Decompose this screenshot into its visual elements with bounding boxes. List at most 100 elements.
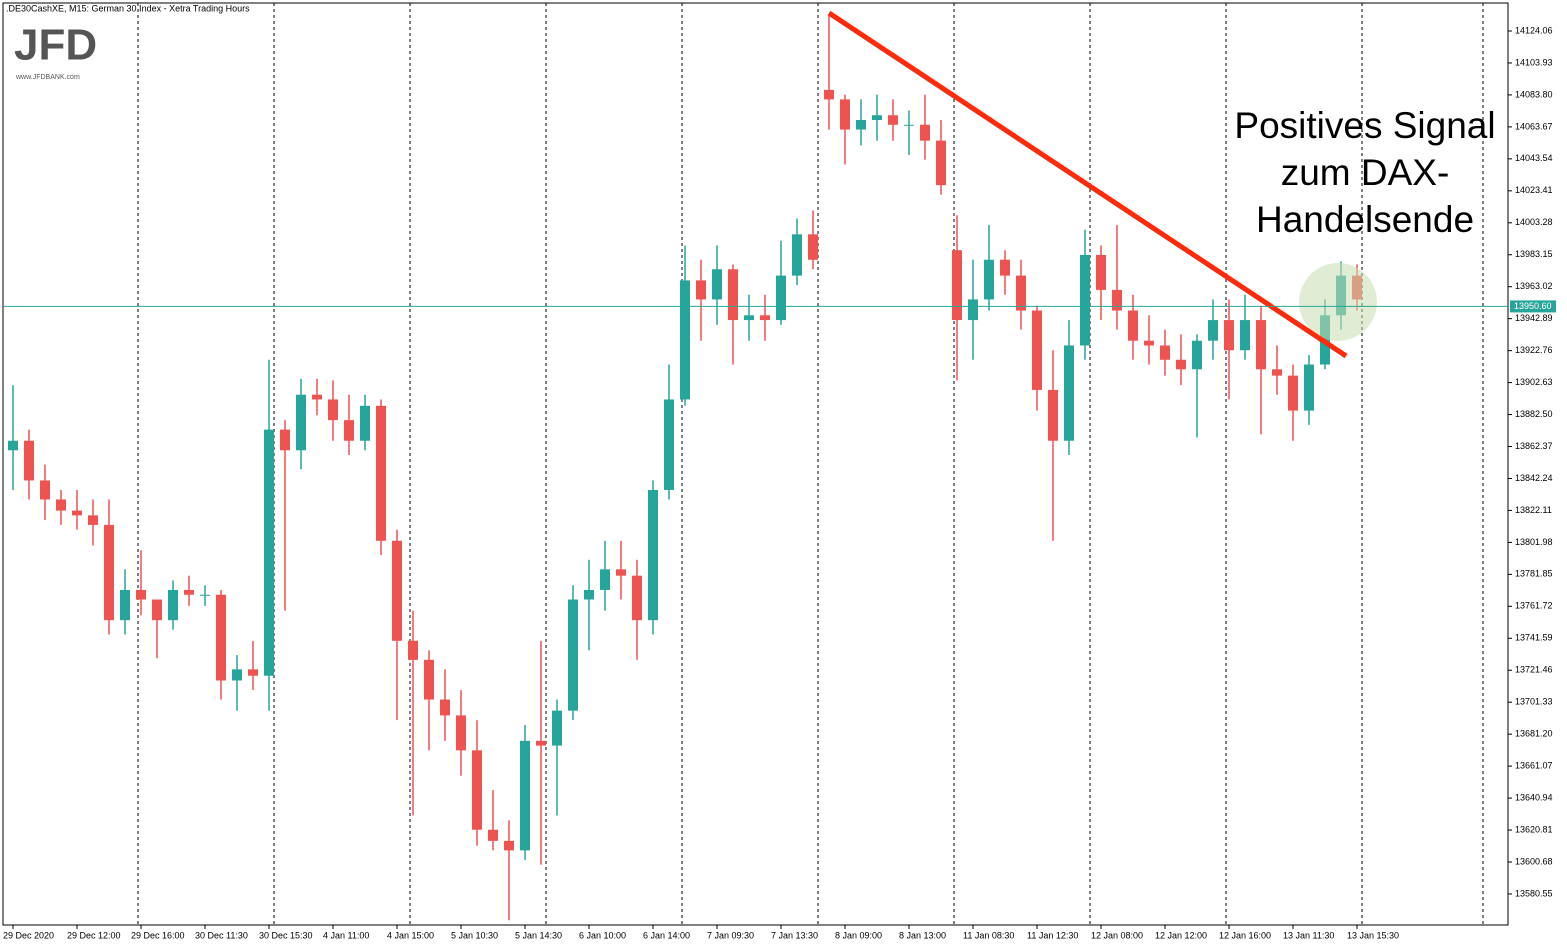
y-tick-label: 13620.81 xyxy=(1515,824,1553,834)
x-tick-label: 12 Jan 16:00 xyxy=(1219,930,1271,940)
candle-body xyxy=(920,124,930,141)
candle-body xyxy=(1048,389,1058,441)
x-tick-label: 8 Jan 09:00 xyxy=(835,930,882,940)
candles xyxy=(8,15,1362,921)
candle-body xyxy=(408,640,418,660)
candle-body xyxy=(600,569,610,590)
candle-body xyxy=(424,659,434,700)
candle-body xyxy=(712,269,722,300)
x-tick-label: 4 Jan 11:00 xyxy=(323,930,369,940)
candle-body xyxy=(1224,320,1234,351)
candle-body xyxy=(24,440,34,481)
x-tick-label: 7 Jan 09:30 xyxy=(707,930,754,940)
y-tick-label: 13922.76 xyxy=(1515,345,1553,355)
logo: JFD xyxy=(14,21,97,70)
candle-body xyxy=(232,669,242,681)
y-tick-label: 13580.55 xyxy=(1515,888,1553,898)
candle-body xyxy=(504,840,514,851)
y-tick-label: 13761.72 xyxy=(1515,601,1553,611)
candle-body xyxy=(808,234,818,260)
candle-body xyxy=(152,599,162,621)
candle-body xyxy=(648,489,658,621)
candle-body xyxy=(488,829,498,841)
candle-body xyxy=(984,259,994,300)
y-tick-label: 14103.93 xyxy=(1515,57,1553,67)
candle-body xyxy=(120,589,130,621)
y-tick-label: 13801.98 xyxy=(1515,537,1553,547)
candle-body xyxy=(792,234,802,276)
candle-body xyxy=(696,280,706,300)
candle-body xyxy=(296,394,306,451)
x-tick-label: 6 Jan 10:00 xyxy=(579,930,626,940)
candle-body xyxy=(760,315,770,321)
candle-body xyxy=(1112,289,1122,311)
x-tick-label: 5 Jan 14:30 xyxy=(515,930,562,940)
candle-body xyxy=(520,740,530,851)
y-tick-label: 13822.11 xyxy=(1515,505,1552,515)
candle-body xyxy=(1080,254,1090,346)
x-tick-label: 7 Jan 13:30 xyxy=(771,930,818,940)
candle-body xyxy=(680,280,690,400)
x-tick-label: 13 Jan 15:30 xyxy=(1347,930,1399,940)
candle-body xyxy=(376,405,386,541)
candle-body xyxy=(728,269,738,321)
x-tick-label: 30 Dec 15:30 xyxy=(259,930,313,940)
x-tick-label: 13 Jan 11:30 xyxy=(1283,930,1334,940)
candle-body xyxy=(840,99,850,130)
y-tick-label: 13721.46 xyxy=(1515,665,1553,675)
candle-body xyxy=(456,715,466,751)
x-tick-label: 12 Jan 08:00 xyxy=(1091,930,1143,940)
candle-body xyxy=(632,575,642,621)
candle-body xyxy=(952,250,962,321)
y-tick-label: 13983.15 xyxy=(1515,249,1553,259)
candle-body xyxy=(1304,364,1314,411)
candle-body xyxy=(1288,375,1298,411)
candle-body xyxy=(1272,369,1282,376)
y-tick-label: 13902.63 xyxy=(1515,377,1553,387)
candle-body xyxy=(664,399,674,490)
highlight-circle xyxy=(1299,263,1377,341)
candle-body xyxy=(168,589,178,621)
x-tick-label: 4 Jan 15:00 xyxy=(387,930,434,940)
y-tick-label: 13942.89 xyxy=(1515,313,1553,323)
y-tick-label: 13681.20 xyxy=(1515,729,1553,739)
y-tick-label: 14124.06 xyxy=(1515,25,1553,35)
candle-body xyxy=(824,89,834,100)
chart-header: .DE30CashXE, M15: German 30 Index - Xetr… xyxy=(6,3,250,13)
candle-body xyxy=(1000,259,1010,276)
candle-body xyxy=(1256,320,1266,370)
candle-body xyxy=(616,569,626,576)
candle-body xyxy=(312,394,322,400)
candle-body xyxy=(968,299,978,321)
y-tick-label: 14003.28 xyxy=(1515,217,1553,227)
separators xyxy=(137,3,1484,925)
x-tick-label: 12 Jan 12:00 xyxy=(1155,930,1207,940)
candle-body xyxy=(1128,310,1138,341)
candle-body xyxy=(440,699,450,716)
candle-body xyxy=(392,540,402,641)
candle-body xyxy=(56,499,66,511)
annotation-text: Positives Signal xyxy=(1234,105,1495,146)
y-tick-label: 14023.41 xyxy=(1515,185,1553,195)
y-tick-label: 13862.37 xyxy=(1515,441,1553,451)
candle-body xyxy=(216,594,226,681)
candle-body xyxy=(1032,310,1042,390)
candle-body xyxy=(40,480,50,500)
x-tick-label: 29 Dec 2020 xyxy=(3,930,54,940)
last-price-label: 13950.60 xyxy=(1514,301,1552,311)
candle-body xyxy=(1192,340,1202,370)
candle-body xyxy=(936,140,946,186)
y-tick-label: 13701.33 xyxy=(1515,697,1553,707)
candle-body xyxy=(360,405,370,441)
candle-body xyxy=(72,510,82,516)
y-tick-label: 13640.94 xyxy=(1515,792,1553,802)
x-tick-label: 29 Dec 16:00 xyxy=(131,930,185,940)
x-tick-label: 11 Jan 12:30 xyxy=(1027,930,1078,940)
candle-body xyxy=(584,589,594,600)
candle-body xyxy=(344,420,354,441)
candle-body xyxy=(264,429,274,676)
y-tick-label: 13781.85 xyxy=(1515,569,1553,579)
candle-body xyxy=(1096,254,1106,290)
annotation-text: zum DAX- xyxy=(1281,152,1450,193)
